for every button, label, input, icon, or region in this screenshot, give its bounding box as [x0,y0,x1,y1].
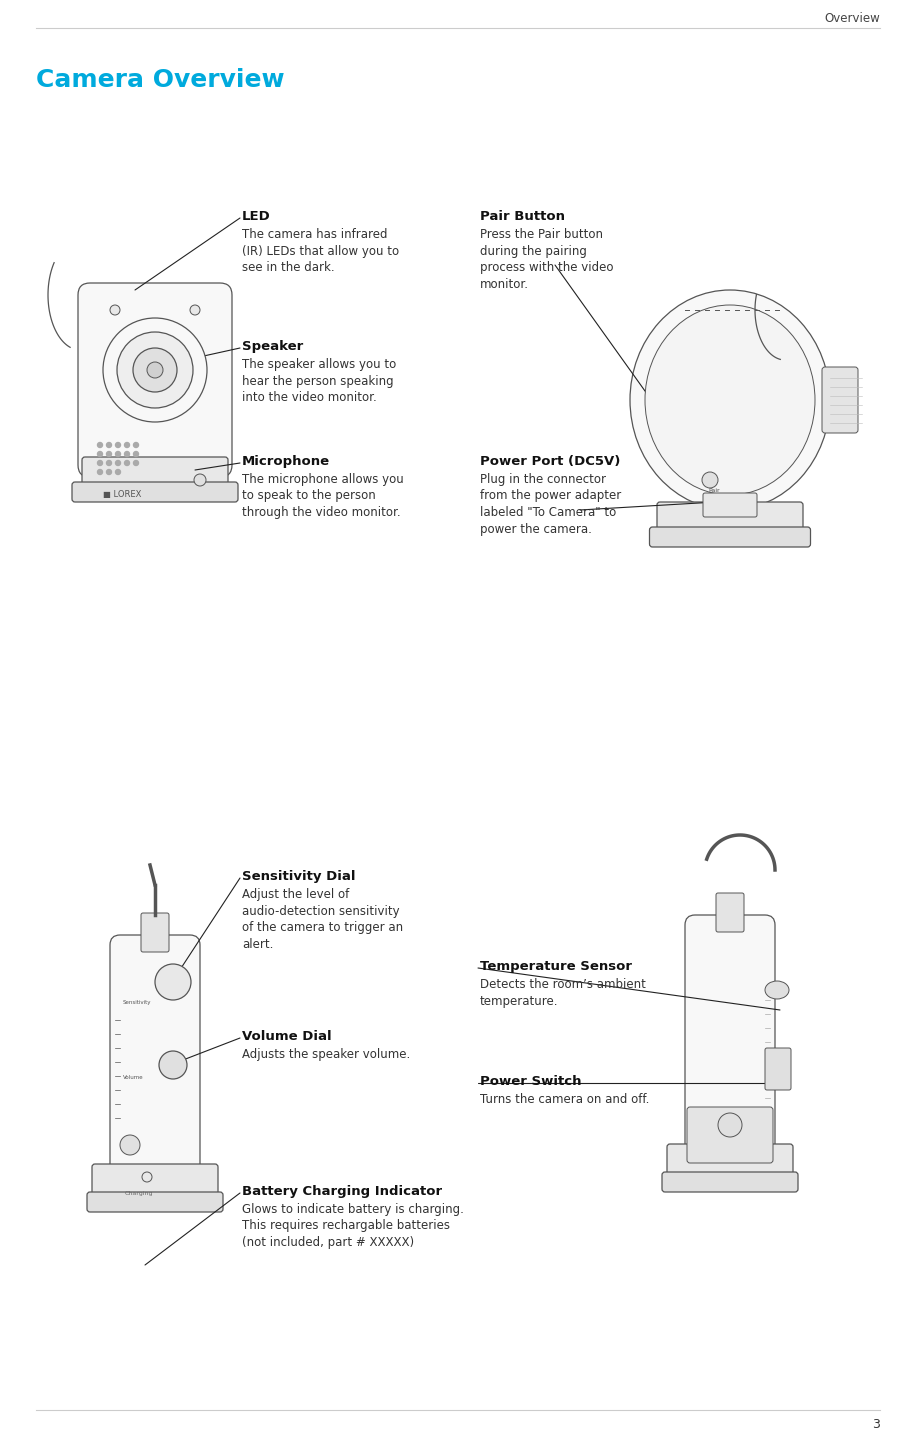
Text: Adjust the level of
audio-detection sensitivity
of the camera to trigger an
aler: Adjust the level of audio-detection sens… [242,888,403,950]
Text: Power Switch: Power Switch [480,1074,581,1087]
Text: DC 5V: DC 5V [708,497,727,502]
Circle shape [106,451,112,457]
FancyBboxPatch shape [78,283,232,477]
Text: Sensitivity: Sensitivity [123,1001,151,1005]
Text: Volume Dial: Volume Dial [242,1030,332,1043]
Text: The camera has infrared
(IR) LEDs that allow you to
see in the dark.: The camera has infrared (IR) LEDs that a… [242,228,399,273]
Text: Microphone: Microphone [242,455,330,469]
Text: Glows to indicate battery is charging.
This requires rechargable batteries
(not : Glows to indicate battery is charging. T… [242,1203,464,1249]
FancyBboxPatch shape [657,502,803,536]
Text: Volume: Volume [123,1074,144,1080]
Text: Camera Overview: Camera Overview [36,68,284,93]
FancyBboxPatch shape [662,1173,798,1192]
FancyBboxPatch shape [87,1192,223,1212]
Circle shape [155,964,191,1001]
Text: Press the Pair button
during the pairing
process with the video
monitor.: Press the Pair button during the pairing… [480,228,613,291]
Circle shape [97,470,103,474]
Circle shape [718,1113,742,1137]
Circle shape [194,474,206,486]
FancyBboxPatch shape [72,482,238,502]
Circle shape [97,442,103,447]
FancyBboxPatch shape [703,493,757,518]
Circle shape [106,460,112,466]
Circle shape [103,318,207,422]
Circle shape [125,460,129,466]
Ellipse shape [630,291,830,510]
Ellipse shape [765,980,789,999]
Circle shape [133,348,177,392]
Text: Pair Button: Pair Button [480,210,565,223]
FancyBboxPatch shape [687,1108,773,1163]
Text: Turns the camera on and off.: Turns the camera on and off. [480,1093,649,1106]
Text: ■ LOREX: ■ LOREX [103,490,141,499]
Circle shape [159,1051,187,1079]
FancyBboxPatch shape [667,1144,793,1180]
Circle shape [117,333,193,408]
Circle shape [110,305,120,315]
FancyBboxPatch shape [92,1164,218,1200]
Ellipse shape [645,305,815,495]
Circle shape [142,1173,152,1181]
Text: Temperature Sensor: Temperature Sensor [480,960,632,973]
Text: The speaker allows you to
hear the person speaking
into the video monitor.: The speaker allows you to hear the perso… [242,359,396,403]
Text: Pair: Pair [708,487,720,493]
FancyBboxPatch shape [765,1048,791,1090]
Text: Adjusts the speaker volume.: Adjusts the speaker volume. [242,1048,410,1061]
Text: Sensitivity Dial: Sensitivity Dial [242,870,356,884]
FancyBboxPatch shape [649,526,811,547]
Text: Battery Charging Indicator: Battery Charging Indicator [242,1186,442,1197]
Circle shape [116,442,120,447]
Text: The microphone allows you
to speak to the person
through the video monitor.: The microphone allows you to speak to th… [242,473,403,519]
Circle shape [106,442,112,447]
Text: Charging: Charging [125,1192,153,1196]
Circle shape [116,460,120,466]
Circle shape [116,470,120,474]
FancyBboxPatch shape [141,912,169,951]
Text: Detects the room’s ambient
temperature.: Detects the room’s ambient temperature. [480,977,646,1008]
Text: Power Port (DC5V): Power Port (DC5V) [480,455,621,469]
Circle shape [134,451,138,457]
Circle shape [106,470,112,474]
FancyBboxPatch shape [822,367,858,432]
FancyBboxPatch shape [82,457,228,492]
Text: ⊕⊕: ⊕⊕ [712,508,724,513]
Circle shape [125,451,129,457]
Circle shape [147,362,163,377]
FancyBboxPatch shape [685,915,775,1165]
Text: On: On [769,1053,777,1057]
Text: Off: Off [769,1079,778,1083]
Circle shape [125,442,129,447]
Text: Speaker: Speaker [242,340,304,353]
Circle shape [134,460,138,466]
Circle shape [97,451,103,457]
Circle shape [97,460,103,466]
FancyBboxPatch shape [716,894,744,933]
Circle shape [116,451,120,457]
Circle shape [190,305,200,315]
Circle shape [702,471,718,487]
Circle shape [134,442,138,447]
Text: 3: 3 [872,1419,880,1432]
Text: Overview: Overview [824,12,880,25]
Text: Plug in the connector
from the power adapter
labeled "To Camera" to
power the ca: Plug in the connector from the power ada… [480,473,621,535]
Text: LED: LED [242,210,271,223]
Circle shape [120,1135,140,1155]
FancyBboxPatch shape [110,936,200,1186]
